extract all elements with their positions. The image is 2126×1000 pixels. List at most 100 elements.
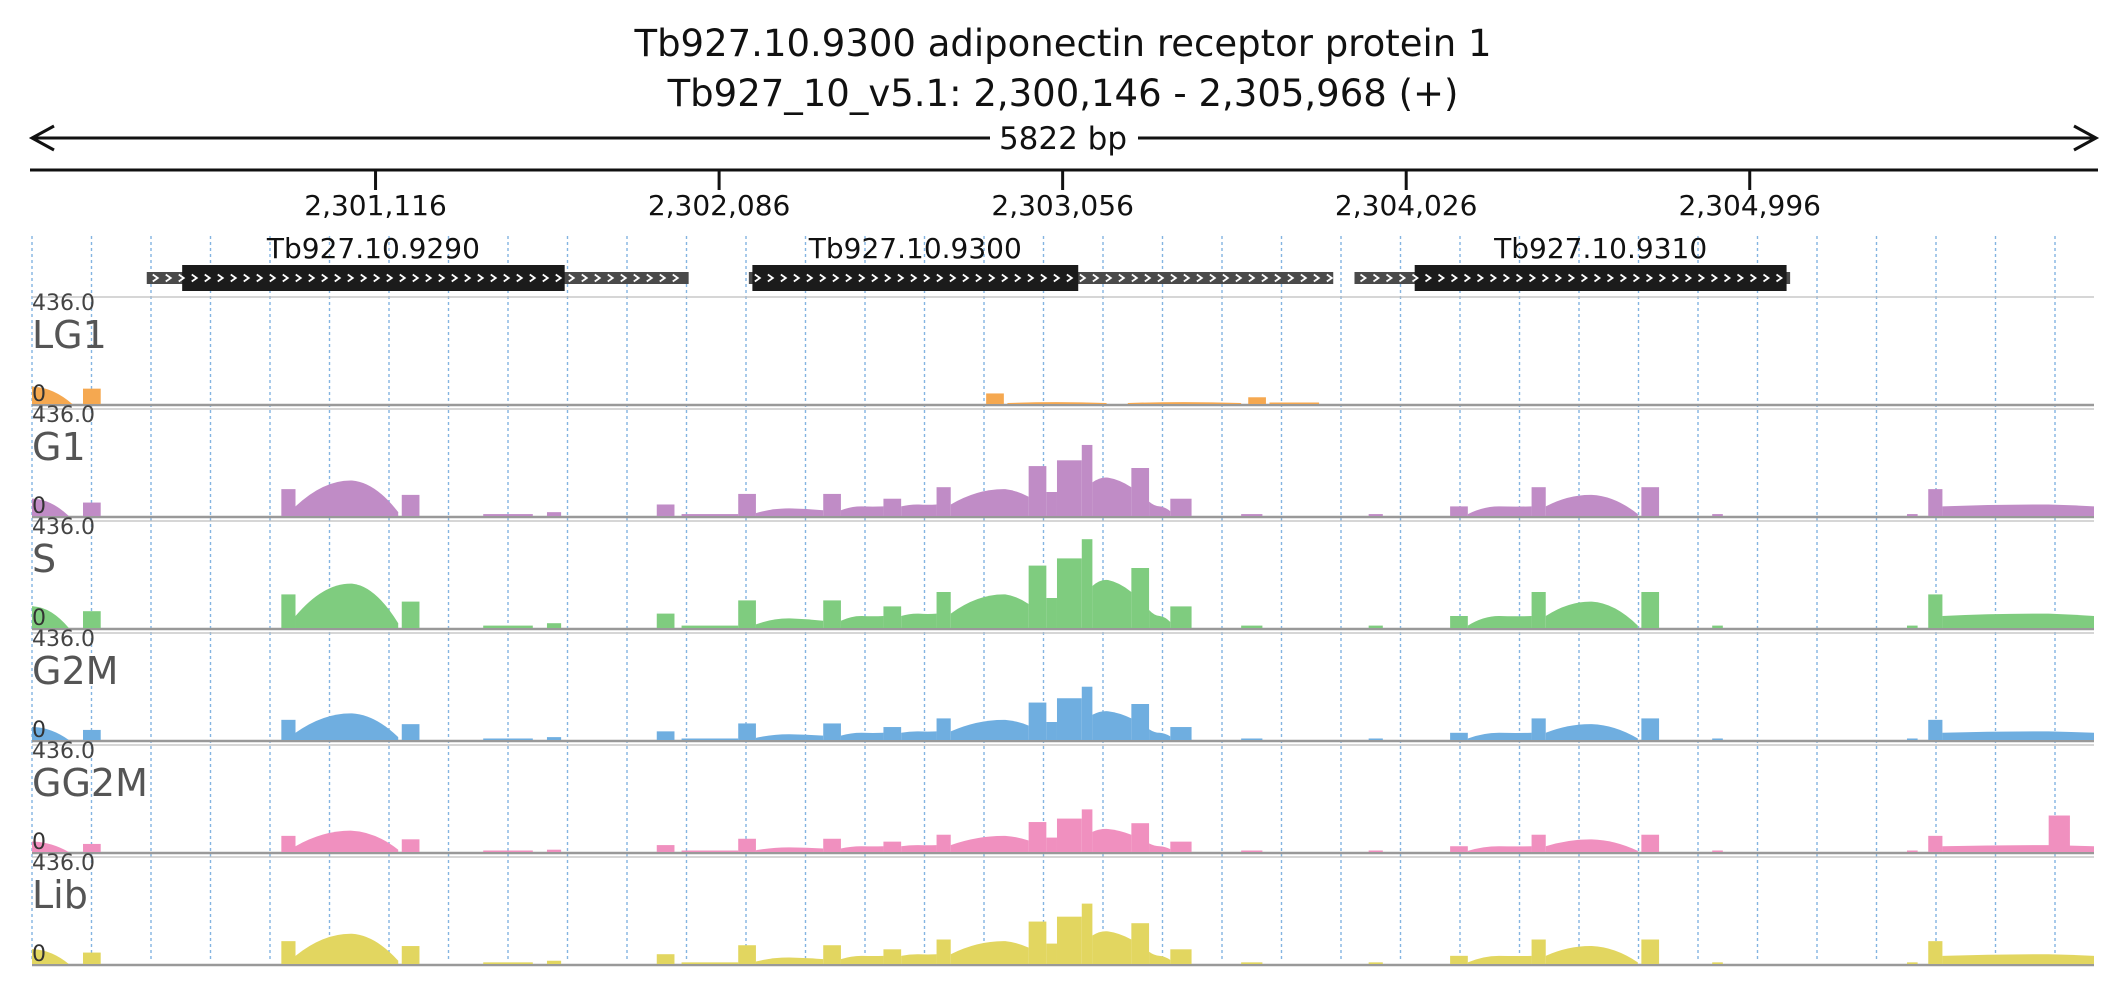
strand-chevron — [1424, 273, 1433, 283]
coverage-bar — [936, 834, 951, 852]
coverage-area — [1127, 402, 1242, 404]
strand-chevron — [1502, 273, 1511, 283]
strand-chevron — [256, 273, 264, 283]
track-name: G1 — [32, 425, 86, 469]
strand-chevron — [477, 273, 485, 283]
track-name: Lib — [32, 873, 88, 917]
strand-chevron — [936, 273, 944, 283]
coverage-bar — [1170, 606, 1192, 628]
strand-chevron — [1092, 273, 1100, 283]
strand-chevron — [217, 273, 225, 283]
coverage-bar — [1081, 539, 1093, 628]
coverage-area — [1942, 613, 2094, 628]
coverage-bar — [1046, 837, 1057, 852]
strand-chevron — [1079, 273, 1087, 283]
strand-chevron — [1554, 273, 1563, 283]
coverage-bar — [1928, 719, 1943, 740]
strand-chevron — [1196, 273, 1204, 283]
coverage-bar — [1131, 923, 1150, 964]
coverage-bar — [1131, 468, 1150, 516]
track-name: LG1 — [32, 313, 107, 357]
coverage-bar — [936, 592, 951, 628]
strand-chevron — [1541, 273, 1550, 283]
coverage-bar — [1170, 949, 1192, 964]
ruler-tick-label: 2,304,996 — [1678, 189, 1821, 222]
coverage-area — [1092, 931, 1132, 964]
locus-coordinates: Tb927_10_v5.1: 2,300,146 - 2,305,968 (+) — [667, 72, 1459, 115]
strand-chevron — [1235, 273, 1243, 283]
coverage-bar — [83, 843, 101, 852]
coverage-bar — [546, 737, 562, 740]
coverage-bar — [483, 850, 533, 852]
coverage-area — [1467, 615, 1532, 628]
strand-chevron — [607, 273, 615, 283]
coverage-bar — [823, 723, 841, 740]
coverage-bar — [83, 729, 101, 740]
strand-chevron — [555, 273, 563, 283]
strand-chevron — [321, 273, 329, 283]
coverage-bar — [1056, 460, 1082, 516]
coverage-bar — [1531, 487, 1546, 516]
strand-chevron — [152, 273, 160, 283]
strand-chevron — [949, 273, 957, 283]
ruler-tick-label: 2,303,056 — [991, 189, 1134, 222]
coverage-bar — [1248, 397, 1266, 404]
coverage-bar — [738, 945, 756, 964]
strand-chevron — [1027, 273, 1035, 283]
coverage-bar — [1712, 850, 1723, 852]
coverage-bar — [681, 962, 739, 964]
coverage-bar — [1531, 939, 1546, 964]
strand-chevron — [308, 273, 316, 283]
coverage-bar — [1928, 489, 1943, 516]
strand-chevron — [204, 273, 212, 283]
coverage-bar — [1081, 686, 1093, 740]
coverage-bar — [883, 841, 902, 852]
coverage-area — [1942, 954, 2094, 964]
coverage-area — [840, 955, 884, 964]
coverage-bar — [1170, 498, 1192, 516]
coverage-bar — [1906, 738, 1918, 740]
strand-chevron — [1645, 273, 1654, 283]
coverage-bar — [83, 388, 101, 404]
gene-title: Tb927.10.9300 adiponectin receptor prote… — [634, 22, 1492, 65]
strand-chevron — [1775, 273, 1784, 283]
gene-model: Tb927.10.9300 — [748, 232, 1334, 291]
strand-chevron — [1105, 273, 1113, 283]
coverage-area — [1149, 843, 1171, 852]
coverage-bar — [83, 952, 101, 964]
strand-chevron — [230, 273, 238, 283]
coverage-area — [1545, 839, 1638, 852]
coverage-bar — [656, 504, 675, 516]
strand-chevron — [858, 273, 866, 283]
strand-chevron — [1372, 273, 1381, 283]
coverage-bar — [823, 945, 841, 964]
strand-chevron — [1398, 273, 1407, 283]
gene-label: Tb927.10.9310 — [1493, 232, 1707, 265]
coverage-bar — [1081, 903, 1093, 964]
coverage-bar — [1046, 943, 1057, 964]
coverage-bar — [546, 849, 562, 852]
ruler-tick-label: 2,304,026 — [1335, 189, 1478, 222]
coverage-bar — [1081, 809, 1093, 852]
coverage-bar — [1712, 738, 1723, 740]
coverage-area — [1149, 951, 1171, 964]
coverage-bar — [1368, 850, 1383, 852]
strand-chevron — [373, 273, 381, 283]
coverage-bar — [1641, 592, 1660, 628]
ruler-tick-label: 2,302,086 — [648, 189, 791, 222]
strand-chevron — [594, 273, 602, 283]
gene-model: Tb927.10.9310 — [1354, 232, 1791, 291]
coverage-bar — [656, 954, 675, 964]
coverage-area — [950, 719, 1029, 740]
strand-chevron — [1222, 273, 1230, 283]
coverage-area — [1467, 732, 1532, 740]
track-max-label: 436.0 — [32, 515, 95, 540]
strand-chevron — [1450, 273, 1459, 283]
coverage-area — [1007, 402, 1107, 404]
coverage-bar — [1906, 514, 1918, 516]
coverage-area — [1545, 494, 1638, 516]
coverage-bar — [1641, 718, 1660, 740]
coverage-area — [1092, 711, 1132, 740]
coverage-bar — [483, 625, 533, 628]
